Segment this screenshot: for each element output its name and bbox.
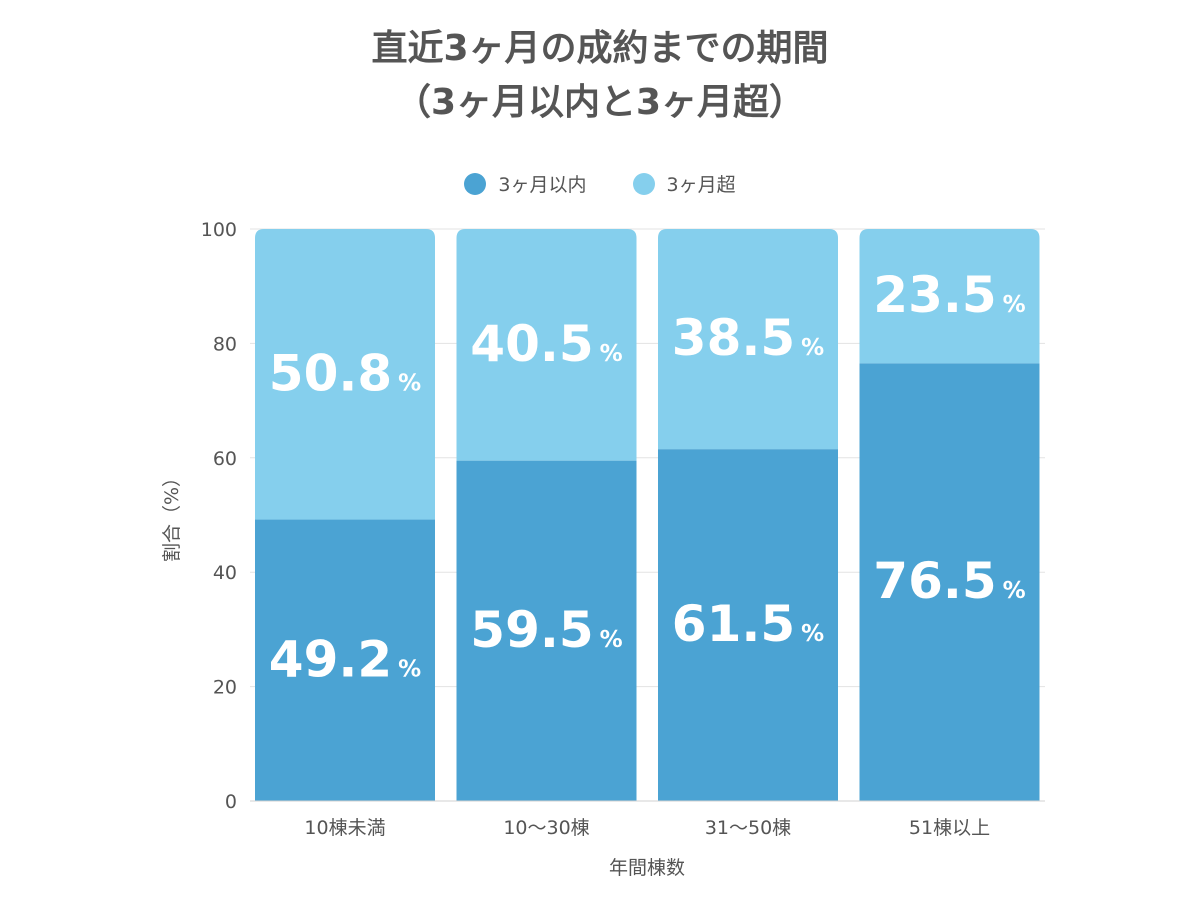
y-axis-label: 割合（%） [161,468,183,562]
chart-legend: 3ヶ月以内 3ヶ月超 [0,170,1200,197]
legend-swatch-within-3-months [464,172,487,195]
y-tick-label: 60 [213,448,237,470]
bar-within-3-months [658,449,838,801]
data-label: 40.5% [470,315,622,373]
x-tick-label: 31〜50棟 [705,817,791,839]
y-tick-label: 100 [201,219,237,241]
bar-over-3-months [255,229,435,520]
data-label: 59.5% [470,601,622,659]
legend-label-within-3-months: 3ヶ月以内 [498,174,587,196]
x-axis-label: 年間棟数 [609,857,685,879]
data-label: 38.5% [672,309,824,367]
y-tick-label: 0 [225,791,237,813]
bar-over-3-months [859,229,1040,364]
x-tick-label: 51棟以上 [909,817,990,839]
chart-title-line1: 直近3ヶ月の成約までの期間 [371,28,829,69]
legend-swatch-over-3-months [632,172,655,195]
y-tick-label: 20 [213,677,237,699]
data-label: 49.2% [269,630,421,688]
bar-within-3-months [859,363,1040,801]
data-label: 23.5% [873,266,1025,324]
data-label: 50.8% [269,344,421,402]
chart-title: 直近3ヶ月の成約までの期間 （3ヶ月以内と3ヶ月超） [0,22,1200,130]
bar-within-3-months [456,460,637,801]
chart-title-line2: （3ヶ月以内と3ヶ月超） [394,82,806,123]
data-label: 61.5% [672,595,824,653]
y-tick-label: 80 [213,333,237,355]
legend-item-within-3-months[interactable]: 3ヶ月以内 [464,170,587,197]
bar-within-3-months [255,519,435,801]
y-tick-label: 40 [213,562,237,584]
legend-item-over-3-months[interactable]: 3ヶ月超 [632,170,736,197]
x-tick-label: 10棟未満 [304,817,385,839]
legend-label-over-3-months: 3ヶ月超 [666,174,736,196]
data-label: 76.5% [873,552,1025,610]
bar-over-3-months [456,229,637,461]
x-tick-label: 10〜30棟 [503,817,589,839]
bar-over-3-months [658,229,838,450]
